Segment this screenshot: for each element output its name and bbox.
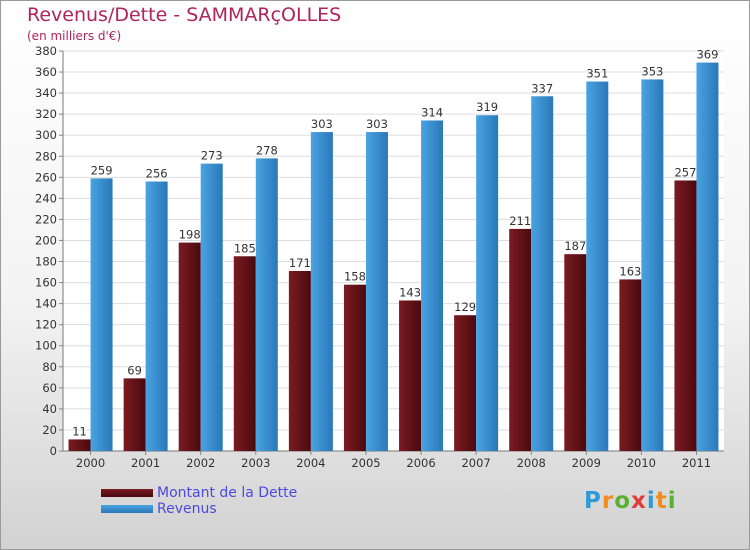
data-label-revenue: 256 [146, 167, 168, 181]
bar-debt [399, 300, 422, 451]
x-tick-label: 2010 [627, 456, 656, 470]
y-tick-label: 80 [42, 360, 57, 374]
y-tick-label: 180 [35, 255, 57, 269]
logo-letter: x [631, 488, 647, 514]
logo-letter: i [646, 488, 656, 514]
data-label-revenue: 369 [696, 48, 718, 62]
chart-subtitle: (en milliers d'€) [27, 29, 122, 43]
y-tick-label: 0 [50, 444, 57, 458]
logo-letter: o [614, 488, 632, 514]
logo-letter: r [601, 488, 615, 514]
data-label-revenue: 353 [641, 64, 663, 78]
data-label-revenue: 319 [476, 100, 498, 114]
bar-debt [288, 271, 311, 451]
bar-revenue [641, 79, 664, 451]
x-tick-label: 2005 [351, 456, 380, 470]
logo-letter: i [667, 488, 677, 514]
chart-title: Revenus/Dette - SAMMARçOLLES [27, 4, 342, 26]
bar-debt [674, 180, 697, 451]
data-label-revenue: 303 [366, 117, 388, 131]
bar-debt [233, 256, 256, 451]
data-label-debt: 143 [399, 285, 421, 299]
bar-debt [178, 242, 201, 451]
data-label-revenue: 351 [586, 67, 608, 81]
plot-area [63, 51, 724, 451]
x-tick-label: 2009 [572, 456, 601, 470]
y-tick-label: 40 [42, 402, 57, 416]
bar-revenue [255, 158, 278, 452]
y-tick-label: 160 [35, 276, 57, 290]
data-label-debt: 187 [564, 239, 586, 253]
bar-revenue [200, 163, 223, 451]
bar-revenue [696, 62, 719, 451]
bar-revenue [365, 132, 388, 452]
bar-debt [68, 439, 91, 451]
bar-revenue [145, 181, 168, 452]
data-label-debt: 198 [179, 228, 201, 242]
data-label-debt: 129 [454, 300, 476, 314]
bar-debt [454, 315, 477, 451]
bar-revenue [310, 132, 333, 452]
data-label-revenue: 278 [256, 143, 278, 157]
y-tick-label: 140 [35, 297, 57, 311]
x-tick-label: 2004 [296, 456, 325, 470]
logo-letter: t [655, 488, 668, 514]
y-tick-label: 220 [35, 212, 57, 226]
bar-revenue [476, 115, 499, 452]
y-tick-label: 280 [35, 149, 57, 163]
data-label-debt: 185 [234, 241, 256, 255]
data-label-debt: 69 [127, 363, 142, 377]
y-tick-label: 300 [35, 128, 57, 142]
y-tick-label: 60 [42, 381, 57, 395]
x-tick-label: 2006 [406, 456, 435, 470]
bar-debt [123, 378, 146, 451]
bar-debt [343, 284, 366, 451]
x-tick-label: 2003 [241, 456, 270, 470]
bar-revenue [90, 178, 113, 452]
bar-debt [509, 228, 532, 451]
data-label-revenue: 303 [311, 117, 333, 131]
data-label-debt: 158 [344, 270, 366, 284]
legend-swatch-debt [101, 489, 153, 497]
data-label-debt: 257 [674, 165, 696, 179]
bar-debt [564, 254, 587, 451]
x-tick-label: 2011 [682, 456, 711, 470]
data-label-revenue: 273 [201, 149, 223, 163]
data-label-debt: 163 [619, 264, 641, 278]
y-tick-label: 380 [35, 44, 57, 58]
legend-label-revenue: Revenus [157, 501, 217, 517]
y-tick-label: 360 [35, 65, 57, 79]
data-label-debt: 171 [289, 256, 311, 270]
x-tick-label: 2007 [461, 456, 490, 470]
x-tick-label: 2001 [131, 456, 160, 470]
y-tick-label: 340 [35, 86, 57, 100]
y-tick-label: 240 [35, 191, 57, 205]
bar-debt [619, 279, 642, 451]
x-tick-label: 2008 [517, 456, 546, 470]
data-label-revenue: 259 [91, 163, 113, 177]
bar-revenue [421, 120, 444, 451]
data-label-debt: 11 [72, 424, 87, 438]
legend-label-debt: Montant de la Dette [157, 485, 298, 501]
bar-revenue [531, 96, 554, 452]
y-tick-label: 120 [35, 318, 57, 332]
data-label-debt: 211 [509, 214, 531, 228]
legend-swatch-revenue [101, 505, 153, 513]
y-tick-label: 100 [35, 339, 57, 353]
proxiti-logo: Proxiti [584, 488, 677, 514]
y-tick-label: 260 [35, 170, 57, 184]
logo-letter: P [584, 488, 602, 514]
bar-revenue [586, 81, 609, 452]
y-tick-label: 320 [35, 107, 57, 121]
data-label-revenue: 314 [421, 105, 443, 119]
y-tick-label: 20 [42, 423, 57, 437]
y-tick-label: 200 [35, 233, 57, 247]
x-tick-label: 2002 [186, 456, 215, 470]
x-tick-label: 2000 [76, 456, 105, 470]
data-label-revenue: 337 [531, 81, 553, 95]
